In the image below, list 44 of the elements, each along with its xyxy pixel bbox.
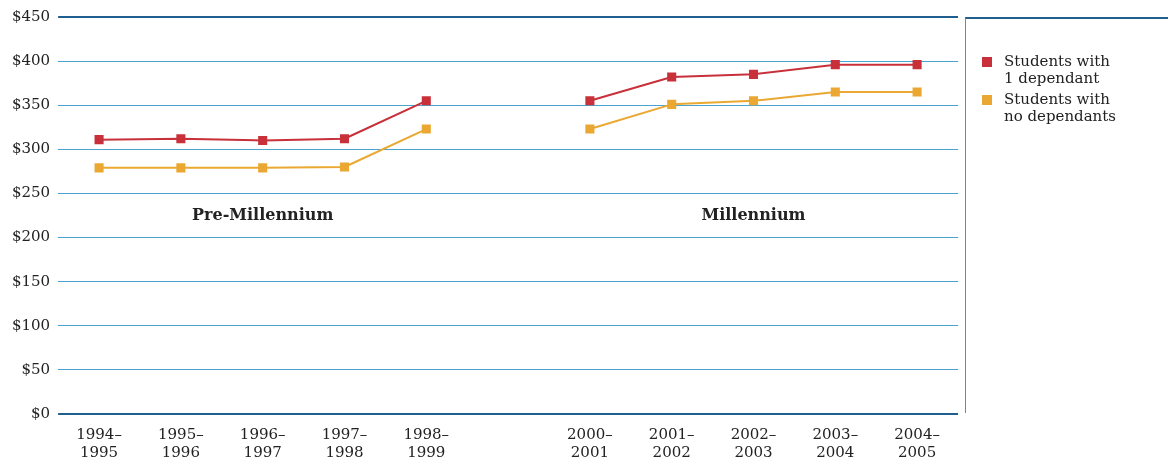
- point: [339, 134, 350, 144]
- x-tick-label: 1995–1996: [158, 424, 204, 461]
- annotation: Millennium: [701, 204, 806, 224]
- point: [176, 134, 186, 144]
- x-tick-label: 2000–2001: [567, 424, 613, 461]
- x-tick-label: 2002–2003: [730, 424, 777, 461]
- point: [748, 96, 759, 106]
- y-tick-label: $200: [11, 227, 51, 246]
- point: [748, 69, 759, 79]
- point: [94, 135, 104, 145]
- point: [830, 87, 840, 97]
- point: [830, 60, 840, 70]
- point: [912, 60, 922, 70]
- y-tick-label: $450: [11, 6, 51, 25]
- point: [258, 135, 268, 146]
- y-tick-label: $50: [21, 359, 51, 378]
- point: [667, 72, 677, 82]
- x-tick-label: 1994–1995: [76, 424, 122, 461]
- y-tick-label: $250: [11, 183, 51, 202]
- legend-label: Students with 1 dependant: [1004, 52, 1111, 87]
- point: [667, 99, 677, 109]
- y-tick-label: $150: [11, 271, 51, 290]
- y-tick-label: $100: [11, 315, 51, 334]
- x-tick-label: 2004–2005: [894, 424, 940, 461]
- point: [339, 162, 350, 172]
- point: [176, 163, 186, 173]
- x-tick-label: 1997–1998: [321, 424, 368, 461]
- annotation: Pre-Millennium: [192, 204, 334, 224]
- y-tick-label: $350: [11, 95, 51, 114]
- point: [912, 87, 922, 97]
- point: [94, 163, 104, 173]
- y-tick-label: $400: [11, 51, 51, 69]
- x-tick-label: 2001–2002: [648, 424, 695, 461]
- x-tick-label: 2003–2004: [812, 424, 859, 461]
- x-tick-label: 1998–1999: [403, 424, 450, 461]
- point: [421, 124, 431, 134]
- y-tick-label: $0: [31, 403, 51, 422]
- point: [258, 163, 268, 173]
- point: [585, 124, 595, 134]
- x-tick-label: 1996–1997: [239, 424, 286, 461]
- point: [585, 96, 595, 106]
- y-tick-label: $300: [11, 139, 51, 158]
- legend-label: Students with no dependants: [1004, 90, 1117, 125]
- point: [421, 96, 431, 106]
